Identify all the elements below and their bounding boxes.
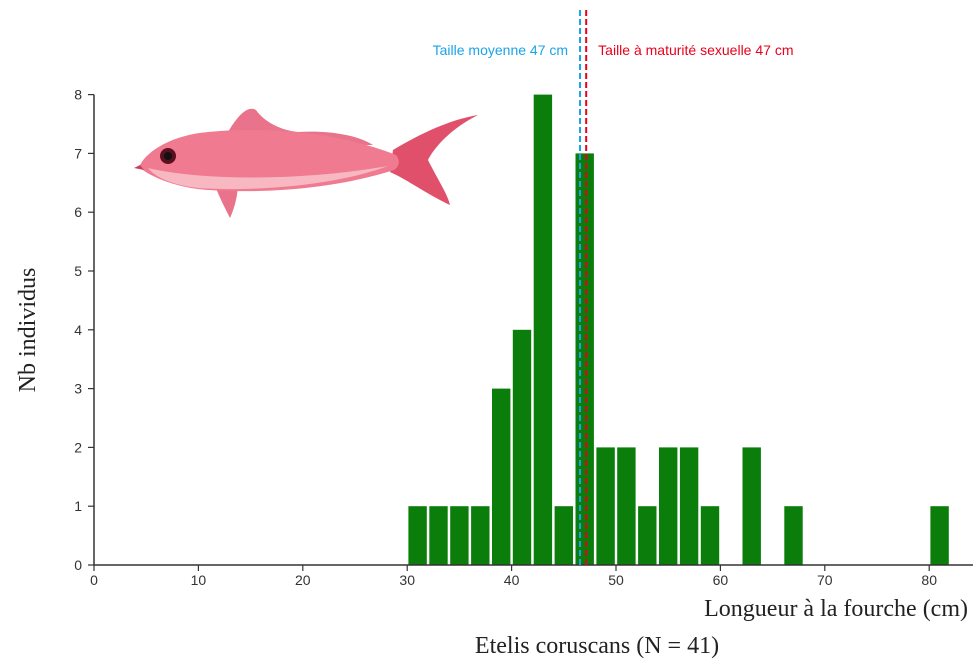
plot-area (408, 94, 949, 565)
histogram-bar (575, 153, 594, 565)
histogram-bar (742, 447, 761, 565)
histogram-bar (659, 447, 678, 565)
y-tick-label: 6 (74, 204, 82, 220)
x-tick-label: 20 (295, 572, 311, 588)
maturity-size-label: Taille à maturité sexuelle 47 cm (598, 42, 793, 58)
histogram-bar (408, 506, 427, 565)
reference-lines: Taille moyenne 47 cm Taille à maturité se… (433, 10, 793, 565)
y-tick-label: 2 (74, 439, 82, 455)
histogram-bar (679, 447, 699, 565)
histogram-bar (533, 94, 553, 565)
histogram-bar (554, 506, 573, 565)
histogram-bar (930, 506, 949, 565)
x-tick-label: 40 (504, 572, 520, 588)
x-tick-label: 10 (191, 572, 207, 588)
x-tick-label: 50 (608, 572, 624, 588)
histogram-bar (450, 506, 469, 565)
y-tick-label: 5 (74, 263, 82, 279)
y-tick-label: 0 (74, 557, 82, 573)
histogram-bar (596, 447, 615, 565)
histogram-bar (492, 388, 511, 565)
y-axis-title: Nb individus (15, 268, 41, 393)
y-tick-label: 3 (74, 381, 82, 397)
x-tick-label: 60 (713, 572, 729, 588)
y-tick-label: 4 (74, 322, 82, 338)
axes: 0 10 20 30 40 50 60 70 80 0 1 2 3 4 5 6 7 8 (74, 87, 973, 588)
histogram-bar (617, 447, 636, 565)
x-tick-label: 0 (90, 572, 98, 588)
histogram-bar (638, 506, 657, 565)
histogram-bar (512, 329, 532, 565)
y-tick-label: 8 (74, 87, 82, 103)
y-tick-label: 7 (74, 145, 82, 161)
mean-size-label: Taille moyenne 47 cm (433, 42, 568, 58)
x-tick-label: 80 (921, 572, 937, 588)
y-tick-label: 1 (74, 498, 82, 514)
x-tick-label: 30 (399, 572, 415, 588)
x-tick-label: 70 (817, 572, 833, 588)
histogram-bar (700, 506, 720, 565)
histogram-bar (784, 506, 803, 565)
x-axis-title: Longueur à la fourche (cm) (704, 596, 968, 622)
histogram-bar (429, 506, 448, 565)
chart-caption: Etelis coruscans (N = 41) (475, 633, 719, 659)
fish-illustration (134, 108, 478, 218)
histogram-bar (471, 506, 490, 565)
